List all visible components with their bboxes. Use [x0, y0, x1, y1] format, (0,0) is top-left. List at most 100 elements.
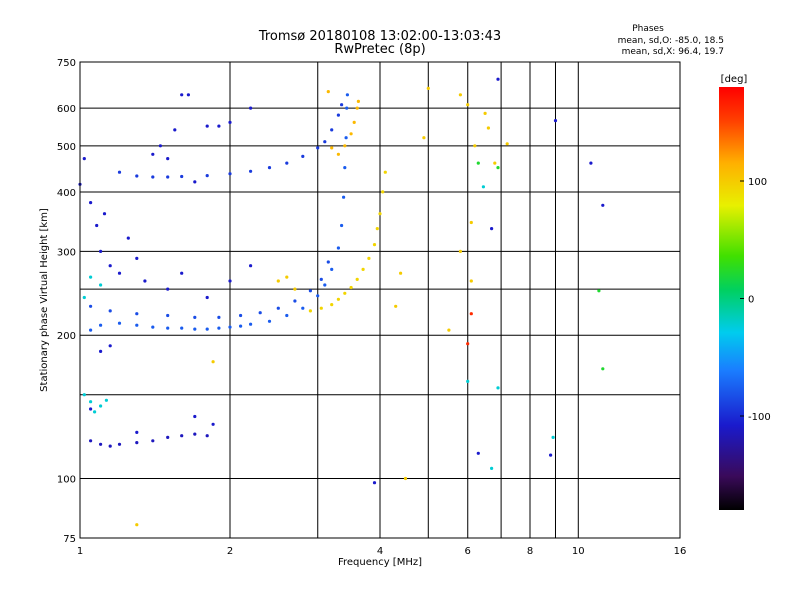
data-point — [551, 435, 555, 439]
data-point — [496, 77, 500, 81]
x-tick-label: 16 — [674, 546, 687, 557]
data-point — [166, 326, 170, 330]
y-tick-label: 300 — [57, 247, 76, 258]
data-point — [319, 306, 323, 310]
data-point — [180, 271, 184, 275]
data-point — [249, 322, 253, 326]
data-point — [180, 174, 184, 179]
data-point — [108, 264, 112, 268]
data-point — [211, 360, 215, 364]
data-point — [326, 90, 330, 94]
data-point — [217, 326, 221, 330]
data-point — [469, 220, 473, 225]
data-point — [89, 201, 93, 205]
data-point — [394, 304, 398, 308]
colorbar-label: [deg] — [721, 74, 748, 85]
data-point — [473, 144, 477, 148]
data-point — [99, 283, 103, 287]
data-point — [166, 313, 170, 318]
data-point — [102, 212, 107, 216]
data-point — [330, 303, 334, 307]
data-point — [82, 393, 86, 397]
data-point — [496, 166, 500, 170]
data-point — [135, 174, 139, 178]
series-x_f2_upper — [326, 90, 360, 156]
data-point — [151, 439, 155, 443]
data-point — [355, 106, 359, 110]
data-point — [151, 325, 155, 329]
data-point — [469, 279, 473, 283]
data-point — [399, 271, 403, 275]
data-point — [89, 304, 93, 308]
data-point — [340, 103, 344, 107]
chart-subtitle: RwPretec (8p) — [334, 42, 425, 57]
data-point — [99, 323, 103, 327]
data-point — [267, 319, 272, 323]
series-x_scatter — [135, 86, 509, 527]
data-point — [308, 309, 312, 313]
data-point — [349, 132, 353, 136]
data-point — [193, 315, 197, 319]
data-point — [108, 444, 112, 448]
data-point — [258, 311, 262, 315]
series-x_f2_trace — [308, 170, 387, 313]
data-point — [99, 249, 103, 253]
series-o_f2_upper_band — [89, 260, 330, 319]
data-point — [239, 313, 243, 318]
data-point — [316, 294, 320, 298]
data-point — [466, 379, 470, 383]
data-point — [166, 287, 170, 291]
data-point — [308, 289, 312, 293]
data-point — [458, 93, 462, 97]
data-point — [422, 136, 426, 140]
colorbar-tick-label: 0 — [748, 295, 754, 306]
data-point — [589, 161, 593, 165]
data-point — [193, 180, 197, 184]
data-point — [403, 476, 408, 481]
data-point — [82, 157, 86, 161]
y-tick-label: 100 — [57, 475, 76, 486]
data-point — [343, 291, 347, 295]
data-point — [323, 140, 327, 144]
data-point — [342, 195, 346, 199]
data-point — [597, 289, 601, 293]
data-point — [89, 400, 93, 404]
data-point — [490, 227, 494, 231]
data-point — [135, 441, 139, 445]
y-tick-label: 750 — [57, 58, 76, 69]
data-point — [361, 267, 365, 271]
data-point — [505, 142, 509, 146]
colorbar — [719, 87, 744, 510]
data-point — [135, 430, 139, 434]
data-point — [469, 312, 473, 316]
data-point — [352, 120, 356, 124]
data-point — [276, 279, 280, 283]
data-point — [343, 144, 347, 148]
x-tick-label: 10 — [572, 546, 585, 557]
data-point — [285, 275, 289, 279]
data-point — [447, 328, 451, 332]
data-point — [340, 223, 344, 228]
x-tick-labels: 1 2 4 6 8 10 16 — [77, 546, 687, 557]
data-point — [158, 144, 162, 148]
data-point — [458, 249, 462, 253]
data-point — [330, 146, 334, 150]
data-point — [330, 267, 334, 271]
data-point — [180, 434, 184, 438]
data-point — [349, 285, 353, 290]
data-point — [99, 349, 103, 353]
data-point — [336, 152, 340, 156]
y-tick-label: 200 — [57, 331, 76, 342]
data-point — [205, 434, 209, 438]
data-point — [108, 309, 112, 313]
data-point — [330, 128, 334, 132]
data-point — [180, 93, 184, 97]
data-point — [493, 161, 497, 165]
series-green_scatter — [476, 161, 605, 371]
data-point — [249, 106, 253, 110]
data-point — [378, 212, 382, 216]
data-point — [319, 277, 323, 281]
data-point — [481, 185, 485, 189]
data-point — [205, 174, 209, 178]
data-point — [104, 398, 108, 402]
